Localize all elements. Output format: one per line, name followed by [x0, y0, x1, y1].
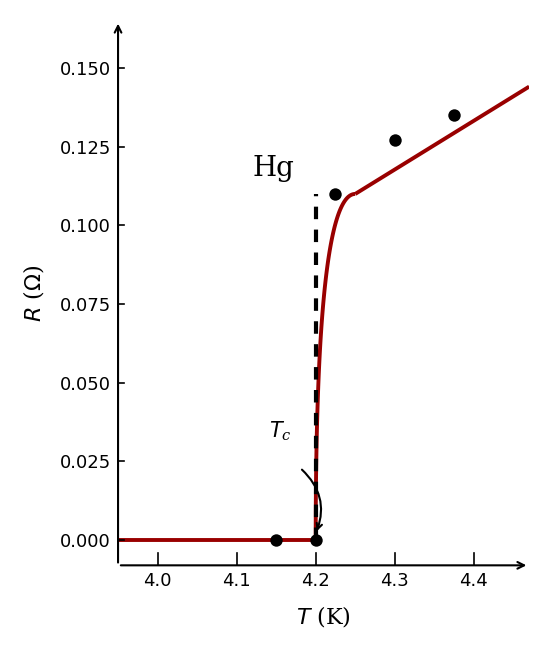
Point	[450, 110, 459, 120]
X-axis label: $T$ (K): $T$ (K)	[296, 604, 351, 629]
Point	[331, 188, 340, 199]
Point	[390, 135, 399, 146]
Text: $T_\mathregular{c}$: $T_\mathregular{c}$	[269, 419, 292, 443]
Point	[311, 535, 320, 545]
Text: Hg: Hg	[252, 155, 294, 182]
Y-axis label: $R$ ($\Omega$): $R$ ($\Omega$)	[21, 265, 46, 322]
Point	[272, 535, 280, 545]
